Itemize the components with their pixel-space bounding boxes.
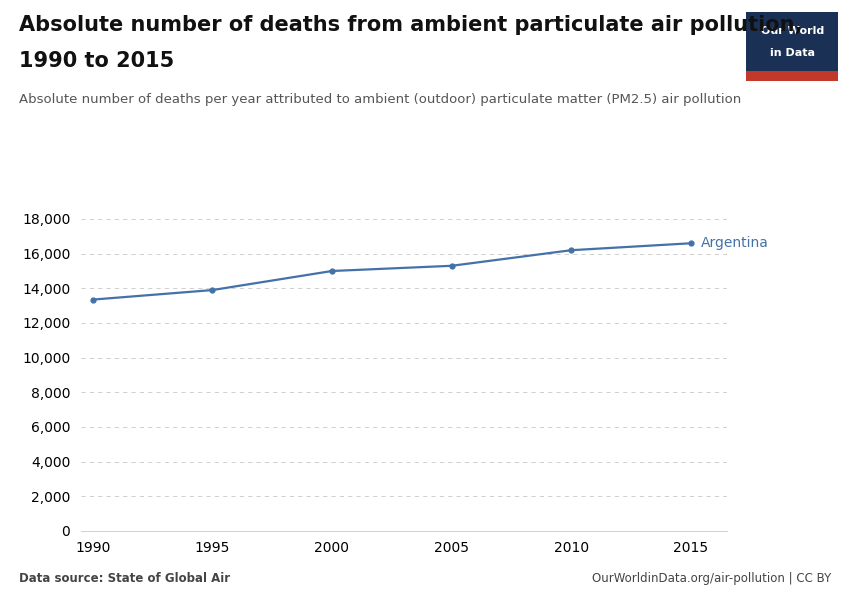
Text: Absolute number of deaths per year attributed to ambient (outdoor) particulate m: Absolute number of deaths per year attri… [19, 93, 741, 106]
Text: Data source: State of Global Air: Data source: State of Global Air [19, 572, 230, 585]
Text: OurWorldinData.org/air-pollution | CC BY: OurWorldinData.org/air-pollution | CC BY [592, 572, 831, 585]
Text: 1990 to 2015: 1990 to 2015 [19, 51, 174, 71]
Bar [746, 71, 838, 81]
Text: Absolute number of deaths from ambient particulate air pollution,: Absolute number of deaths from ambient p… [19, 15, 802, 35]
Text: in Data: in Data [770, 49, 814, 58]
Text: Our World: Our World [761, 26, 824, 35]
Text: Argentina: Argentina [700, 236, 768, 250]
